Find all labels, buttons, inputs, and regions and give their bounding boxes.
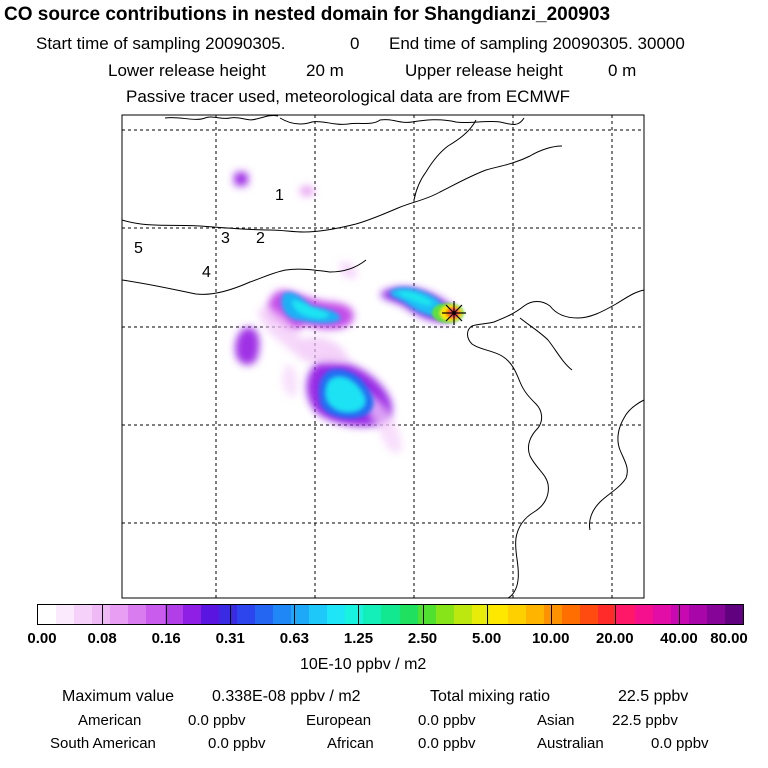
colorbar-tick-label: 20.00 — [596, 630, 634, 647]
colorbar-cell — [273, 605, 292, 625]
region-labels: 1 2 3 4 5 — [134, 187, 284, 281]
colorbar-cell — [453, 605, 473, 625]
colorbar-cell — [218, 605, 238, 625]
colorbar-tick-label: 0.63 — [279, 630, 309, 647]
colorbar-cell — [254, 605, 274, 625]
colorbar-cell — [164, 605, 184, 625]
colorbar-cell — [435, 605, 455, 625]
colorbar-cell — [128, 605, 148, 625]
colorbar-cell — [110, 605, 129, 625]
colorbar-cell — [417, 605, 437, 625]
colorbar-cell — [544, 605, 563, 625]
colorbar-cell — [688, 605, 708, 625]
colorbar-tick — [294, 604, 295, 625]
colorbar-cell — [508, 605, 527, 625]
colorbar-cell — [38, 605, 57, 625]
coastlines — [121, 114, 645, 599]
colorbar-tick — [166, 604, 167, 625]
total-mixing-label: Total mixing ratio — [430, 688, 551, 705]
plume-core — [281, 287, 444, 419]
asian-label: Asian — [537, 712, 575, 729]
colorbar-cell — [381, 605, 401, 625]
south-american-value: 0.0 ppbv — [208, 735, 266, 752]
colorbar-tick-label: 40.00 — [660, 630, 698, 647]
max-value-label: Maximum value — [62, 688, 175, 705]
colorbar-tick-label: 0.16 — [151, 630, 181, 647]
colorbar-cell — [182, 605, 202, 625]
colorbar-cell — [363, 605, 383, 625]
upper-release-value: 0 m — [608, 61, 637, 80]
colorbar-tick — [487, 604, 488, 625]
total-mixing-value: 22.5 ppbv — [618, 688, 689, 705]
colorbar-cell — [236, 605, 256, 625]
map-frame — [121, 114, 645, 599]
colorbar-cell — [200, 605, 220, 625]
colorbar-tick-label: 1.25 — [343, 630, 374, 647]
european-label: European — [306, 712, 372, 729]
plot-title: CO source contributions in nested domain… — [4, 4, 611, 25]
colorbar-tick-label: 10.00 — [531, 630, 570, 647]
station-marker-icon — [442, 301, 466, 325]
colorbar-tick-label: 0.00 — [27, 630, 57, 647]
colorbar-tick — [423, 604, 424, 625]
colorbar-cell — [670, 605, 690, 625]
african-label: African — [327, 735, 374, 752]
australian-value: 0.0 ppbv — [651, 735, 709, 752]
colorbar-cell — [489, 605, 509, 625]
colorbar-cell — [146, 605, 166, 625]
south-american-label: South American — [50, 735, 156, 752]
colorbar-cell — [345, 605, 364, 625]
tracer-note: Passive tracer used, meteorological data… — [126, 87, 571, 106]
colorbar-cell — [580, 605, 599, 625]
lower-release-value: 20 m — [306, 61, 344, 80]
colorbar-cell — [634, 605, 654, 625]
start-time-label: Start time of sampling 20090305. — [36, 34, 286, 53]
colorbar-cell — [562, 605, 581, 625]
end-time-label: End time of sampling 20090305. 30000 — [389, 34, 685, 53]
plume-haze — [258, 261, 402, 454]
map-panel: 1 2 3 4 5 — [121, 114, 645, 599]
start-time-value: 0 — [350, 34, 360, 53]
colorbar-cell — [291, 605, 310, 625]
colorbar-tick — [230, 604, 231, 625]
colorbar-cell — [526, 605, 545, 625]
region-label-1: 1 — [275, 187, 284, 204]
colorbar-tick-label: 80.00 — [710, 630, 748, 647]
region-label-3: 3 — [221, 230, 230, 247]
african-value: 0.0 ppbv — [418, 735, 476, 752]
upper-release-label: Upper release height — [405, 61, 563, 80]
colorbar-cell — [471, 605, 491, 625]
colorbar-tick — [615, 604, 616, 625]
region-label-5: 5 — [134, 240, 143, 257]
region-label-4: 4 — [202, 264, 211, 281]
max-value: 0.338E-08 ppbv / m2 — [212, 688, 361, 705]
colorbar-cell — [598, 605, 618, 625]
colorbar-tick-label: 5.00 — [472, 630, 502, 647]
colorbar-tick-label: 2.50 — [407, 630, 438, 647]
colorbar-cell — [724, 605, 744, 625]
colorbar-cell — [327, 605, 346, 625]
colorbar-tick — [679, 604, 680, 625]
colorbar-tick — [551, 604, 552, 625]
american-label: American — [78, 712, 142, 729]
colorbar-units: 10E-10 ppbv / m2 — [300, 656, 427, 673]
colorbar-cell — [74, 605, 93, 625]
colorbar-tick-label: 0.31 — [215, 630, 245, 647]
colorbar-tick — [358, 604, 359, 625]
colorbar-cell — [706, 605, 726, 625]
colorbar-cell — [92, 605, 111, 625]
lower-release-label: Lower release height — [108, 61, 266, 80]
colorbar-tick — [102, 604, 103, 625]
colorbar-cell — [56, 605, 75, 625]
region-label-2: 2 — [256, 230, 265, 247]
american-value: 0.0 ppbv — [188, 712, 246, 729]
colorbar-cell — [309, 605, 328, 625]
european-value: 0.0 ppbv — [418, 712, 476, 729]
australian-label: Australian — [537, 735, 604, 752]
colorbar-tick-label: 0.08 — [87, 630, 117, 647]
colorbar-cell — [399, 605, 419, 625]
asian-value: 22.5 ppbv — [612, 712, 678, 729]
colorbar-cell — [652, 605, 672, 625]
colorbar-cell — [616, 605, 636, 625]
